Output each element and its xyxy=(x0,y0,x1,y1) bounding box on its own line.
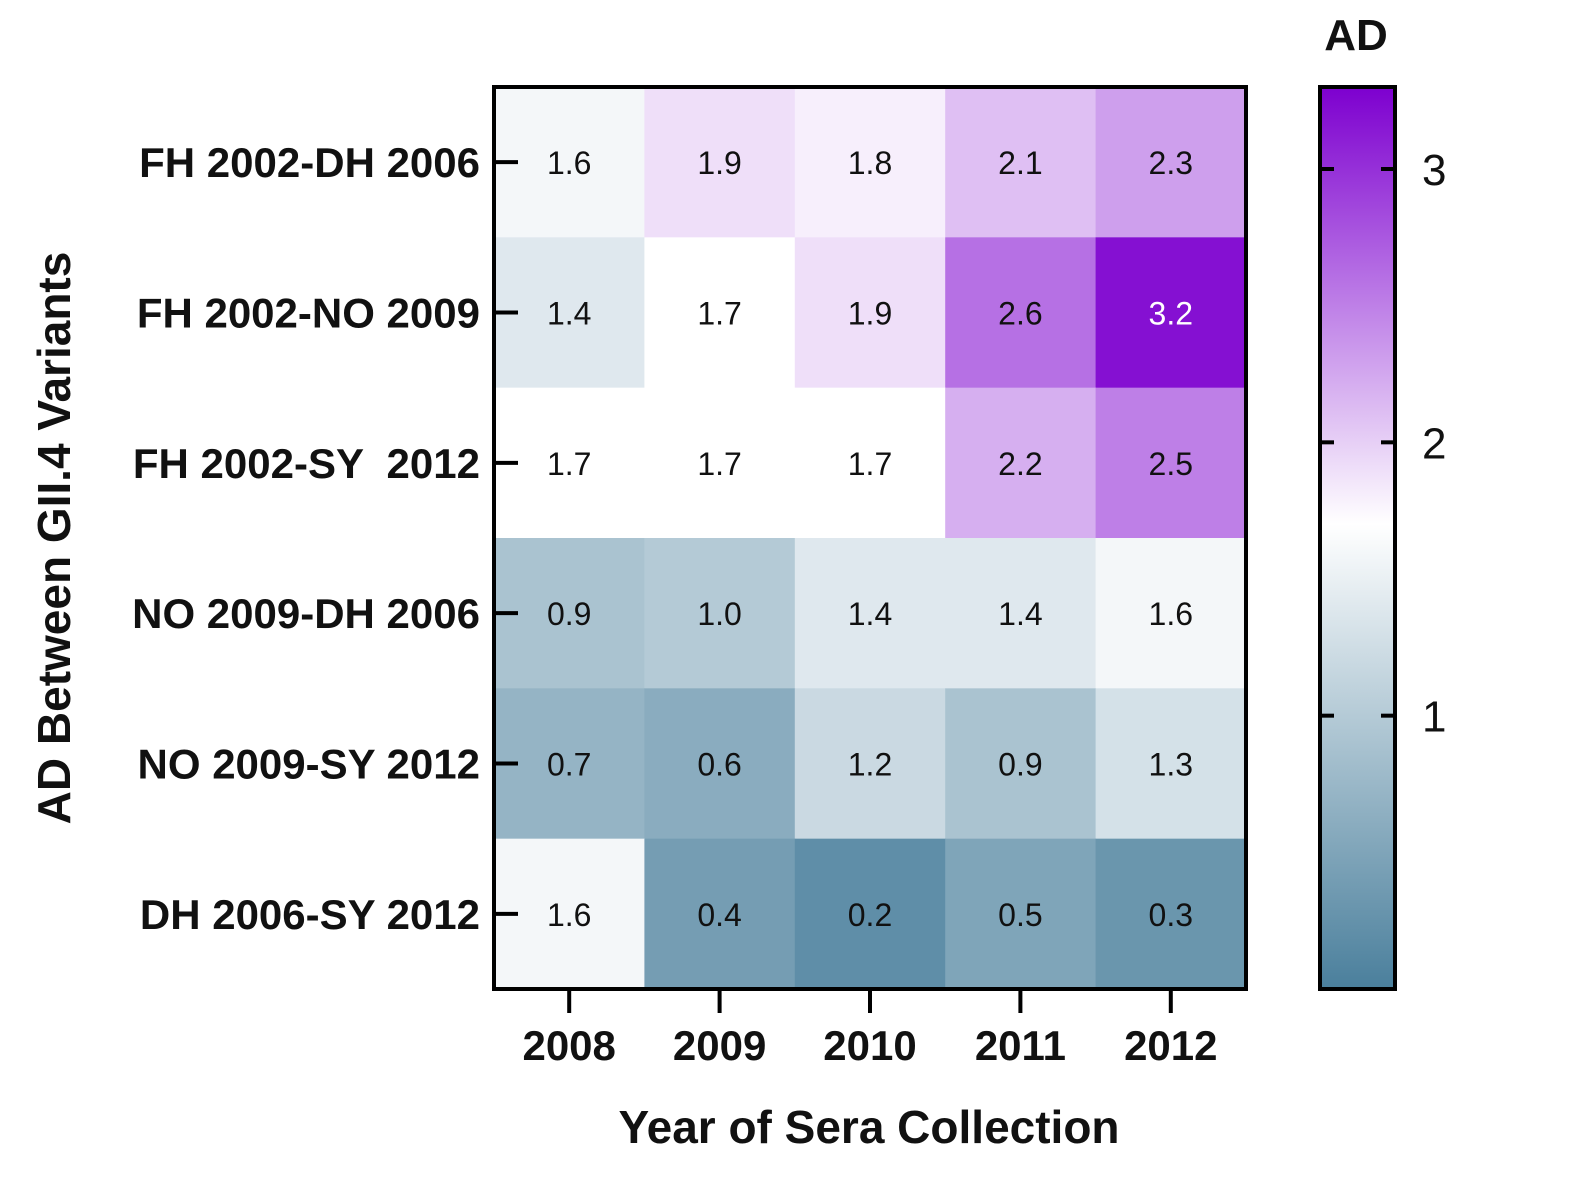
heatmap-cell xyxy=(494,838,645,990)
heatmap-cell xyxy=(1095,87,1247,238)
y-tick-label: FH 2002-SY 2012 xyxy=(133,440,480,487)
cell-value-label: 3.2 xyxy=(1149,296,1193,332)
heatmap-cell xyxy=(945,688,1097,840)
heatmap-cell xyxy=(945,237,1097,389)
heatmap-cell xyxy=(794,387,946,539)
heatmap-cell xyxy=(945,838,1097,990)
cell-value-label: 1.4 xyxy=(998,596,1042,632)
cell-value-label: 1.0 xyxy=(697,596,741,632)
heatmap-cell xyxy=(644,838,796,990)
heatmap-cell xyxy=(1095,387,1247,539)
cell-value-label: 1.3 xyxy=(1149,747,1193,783)
cell-value-label: 1.9 xyxy=(697,145,741,181)
heatmap-cell xyxy=(794,237,946,389)
cell-value-label: 0.7 xyxy=(547,747,591,783)
cell-value-label: 2.6 xyxy=(998,296,1042,332)
heatmap-cell xyxy=(494,237,645,389)
heatmap-cell xyxy=(794,87,946,238)
cell-value-label: 1.7 xyxy=(848,446,892,482)
heatmap-cell xyxy=(494,387,645,539)
cell-value-label: 0.2 xyxy=(848,897,892,933)
heatmap-cell xyxy=(644,87,796,238)
heatmap-cell xyxy=(1095,538,1247,689)
heatmap-cell xyxy=(494,87,645,238)
x-tick-label: 2009 xyxy=(673,1022,766,1069)
cell-value-label: 1.6 xyxy=(1149,596,1193,632)
cell-value-label: 1.2 xyxy=(848,747,892,783)
cell-value-label: 2.1 xyxy=(998,145,1042,181)
cell-value-label: 1.6 xyxy=(547,145,591,181)
x-tick-label: 2011 xyxy=(975,1022,1066,1069)
heatmap-cell xyxy=(945,387,1097,539)
x-axis-title: Year of Sera Collection xyxy=(618,1101,1119,1153)
cell-value-label: 0.5 xyxy=(998,897,1042,933)
y-tick-label: NO 2009-DH 2006 xyxy=(132,590,480,637)
y-axis: FH 2002-DH 2006 FH 2002-NO 2009 FH 2002-SY… xyxy=(132,139,518,938)
heatmap-cell xyxy=(945,538,1097,689)
heatmap-cell xyxy=(1095,838,1247,990)
heatmap-cell xyxy=(644,237,796,389)
x-tick-label: 2010 xyxy=(823,1022,916,1069)
cell-value-label: 1.8 xyxy=(848,145,892,181)
cell-value-label: 1.9 xyxy=(848,296,892,332)
cell-value-label: 1.7 xyxy=(547,446,591,482)
y-tick-label: NO 2009-SY 2012 xyxy=(138,741,480,788)
heatmap-cell xyxy=(494,688,645,840)
heatmap-cell xyxy=(794,838,946,990)
cell-value-label: 0.6 xyxy=(697,747,741,783)
x-tick-label: 2008 xyxy=(522,1022,615,1069)
heatmap-cell xyxy=(644,688,796,840)
y-tick-label: DH 2006-SY 2012 xyxy=(140,891,480,938)
colorbar-tick-label: 1 xyxy=(1422,693,1446,742)
heatmap-cell xyxy=(1095,688,1247,840)
colorbar-ticks: 1 2 3 xyxy=(1320,146,1446,742)
y-axis-title: AD Between GII.4 Variants xyxy=(28,252,80,825)
cell-value-label: 2.3 xyxy=(1149,145,1193,181)
cell-value-label: 0.3 xyxy=(1149,897,1193,933)
cell-value-label: 0.4 xyxy=(697,897,741,933)
cell-value-label: 0.9 xyxy=(547,596,591,632)
cell-value-label: 2.5 xyxy=(1149,446,1193,482)
y-tick-label: FH 2002-DH 2006 xyxy=(139,139,480,186)
heatmap-cell-labels: 1.6 1.9 1.8 2.1 2.3 1.4 1.7 1.9 2.6 3.2 1.7 1.7 1.7 2… xyxy=(547,145,1193,933)
x-axis: 2008 2009 2010 2011 2012 xyxy=(522,989,1218,1069)
heatmap-cell xyxy=(794,688,946,840)
heatmap-cell xyxy=(644,387,796,539)
x-tick-label: 2012 xyxy=(1124,1022,1217,1069)
heatmap-cell xyxy=(494,538,645,689)
y-tick-label: FH 2002-NO 2009 xyxy=(137,290,480,337)
heatmap-cell xyxy=(945,87,1097,238)
heatmap-cells xyxy=(494,87,1247,990)
colorbar-title: AD xyxy=(1324,11,1388,60)
heatmap-cell xyxy=(1095,237,1247,389)
cell-value-label: 1.4 xyxy=(848,596,892,632)
cell-value-label: 2.2 xyxy=(998,446,1042,482)
cell-value-label: 1.6 xyxy=(547,897,591,933)
cell-value-label: 0.9 xyxy=(998,747,1042,783)
cell-value-label: 1.7 xyxy=(697,446,741,482)
heatmap-cell xyxy=(794,538,946,689)
colorbar-tick-label: 3 xyxy=(1422,146,1446,195)
heatmap-cell xyxy=(644,538,796,689)
cell-value-label: 1.4 xyxy=(547,296,591,332)
colorbar-tick-label: 2 xyxy=(1422,419,1446,468)
cell-value-label: 1.7 xyxy=(697,296,741,332)
colorbar xyxy=(1318,85,1397,991)
